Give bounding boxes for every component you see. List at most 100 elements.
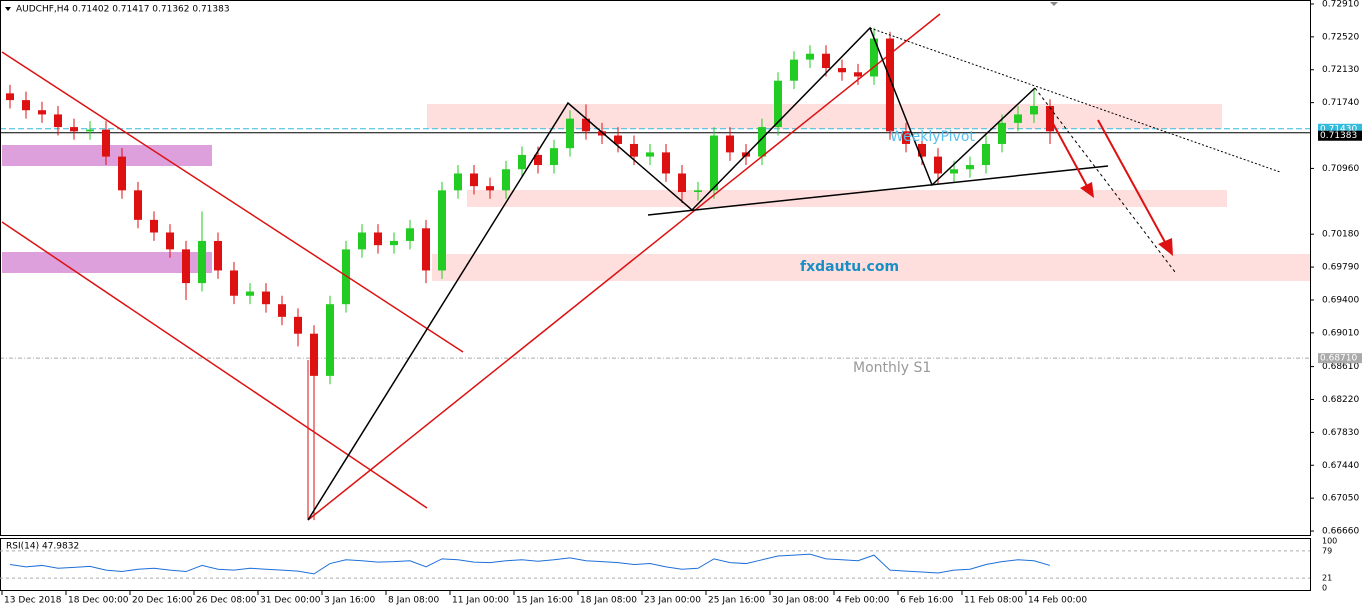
candle-body (278, 304, 286, 317)
rsi-tick-label: 100 (1322, 537, 1337, 546)
candle-body (22, 100, 30, 111)
channel-line (1, 51, 464, 353)
candle-body (630, 143, 638, 157)
dotted-projection (1034, 87, 1176, 273)
candle-body (150, 219, 158, 233)
candle-body (790, 59, 798, 81)
candle-body (758, 127, 766, 157)
candle-body (806, 53, 814, 60)
candle-body (310, 333, 318, 376)
price-label-box (1318, 353, 1362, 364)
candle-body (358, 232, 366, 250)
candle-body (502, 169, 510, 191)
candle-body (86, 129, 94, 132)
x-tick-label: 31 Dec 00:00 (260, 596, 321, 606)
candle-body (614, 135, 622, 144)
y-tick-label: 0.70180 (1322, 230, 1359, 240)
candle-body (438, 190, 446, 271)
candle-body (710, 135, 718, 191)
y-tick-label: 0.67050 (1322, 494, 1359, 504)
arrow-head (1158, 238, 1173, 256)
y-tick-label: 0.66660 (1322, 527, 1359, 537)
candle-body (118, 156, 126, 191)
candle-body (294, 316, 302, 334)
candle-body (726, 135, 734, 153)
monthly-s1-label: Monthly S1 (853, 360, 931, 376)
dotted-trend (869, 27, 1281, 173)
candle-body (918, 143, 926, 157)
x-tick-label: 30 Jan 08:00 (772, 596, 829, 606)
price-label: 0.71383 (1320, 131, 1357, 141)
candle-body (774, 80, 782, 128)
rsi-tick-label: 79 (1322, 546, 1332, 555)
candle-body (390, 240, 398, 246)
y-tick-label: 0.69010 (1322, 328, 1359, 338)
main-pane (0, 0, 1311, 536)
price-label-box (1318, 123, 1362, 134)
support-zone (467, 190, 1227, 207)
arrow-head (1080, 182, 1094, 198)
y-tick-label: 0.68220 (1322, 395, 1359, 405)
candle-body (342, 249, 350, 305)
candle-body (6, 93, 14, 101)
channel-line (1, 221, 428, 509)
y-tick-label: 0.72910 (1322, 0, 1359, 9)
x-tick-label: 18 Dec 00:00 (68, 596, 129, 606)
levels (0, 128, 1310, 359)
candle-body (822, 53, 830, 69)
candle-body (262, 291, 270, 305)
y-tick-label: 0.69790 (1322, 263, 1359, 273)
arrow (1097, 119, 1167, 245)
wave-line (307, 26, 1036, 521)
y-tick-label: 0.71740 (1322, 98, 1359, 108)
resistance-zone (427, 104, 1222, 129)
candle-body (70, 127, 78, 132)
candle-body (566, 118, 574, 149)
x-tick-label: 15 Jan 16:00 (516, 596, 573, 606)
candle-body (662, 152, 670, 174)
candle-body (374, 232, 382, 246)
candle-body (246, 291, 254, 296)
candle-body (38, 110, 46, 115)
price-label: 0.68710 (1320, 354, 1357, 364)
candles (6, 27, 1054, 521)
menu-arrow (5, 7, 11, 11)
price-label-box (1318, 130, 1362, 141)
x-tick-label: 23 Jan 00:00 (644, 596, 701, 606)
rsi-tick-label: 0 (1322, 584, 1327, 593)
candle-body (870, 38, 878, 77)
candle-body (998, 122, 1006, 144)
x-tick-label: 3 Jan 16:00 (324, 596, 376, 606)
candle-body (838, 68, 846, 73)
candle-body (486, 186, 494, 191)
arrow (1049, 117, 1089, 189)
y-tick-label: 0.67830 (1322, 428, 1359, 438)
candle-body (934, 156, 942, 174)
candle-body (214, 240, 222, 271)
support-zone (432, 254, 1310, 281)
candle-body (646, 152, 654, 157)
candle-body (182, 249, 190, 284)
candle-body (54, 114, 62, 128)
rsi-line (9, 553, 1051, 575)
candle-body (982, 143, 990, 166)
x-tick-label: 11 Jan 00:00 (452, 596, 509, 606)
y-tick-label: 0.72130 (1322, 65, 1359, 75)
shift-marker (1050, 2, 1058, 6)
candle-body (1014, 114, 1022, 123)
price-label: 0.71430 (1320, 124, 1357, 134)
y-tick-label: 0.69400 (1322, 295, 1359, 305)
neckline (647, 165, 1109, 216)
candle-body (534, 154, 542, 166)
candle-body (902, 131, 910, 144)
x-tick-label: 13 Dec 2018 (4, 596, 62, 606)
x-tick-label: 14 Feb 00:00 (1028, 596, 1087, 606)
candle-body (694, 190, 702, 193)
y-tick-label: 0.67440 (1322, 461, 1359, 471)
candle-body (102, 129, 110, 157)
zones (2, 104, 1310, 281)
candle-body (166, 232, 174, 250)
candle-body (422, 228, 430, 271)
candle-body (518, 154, 526, 170)
